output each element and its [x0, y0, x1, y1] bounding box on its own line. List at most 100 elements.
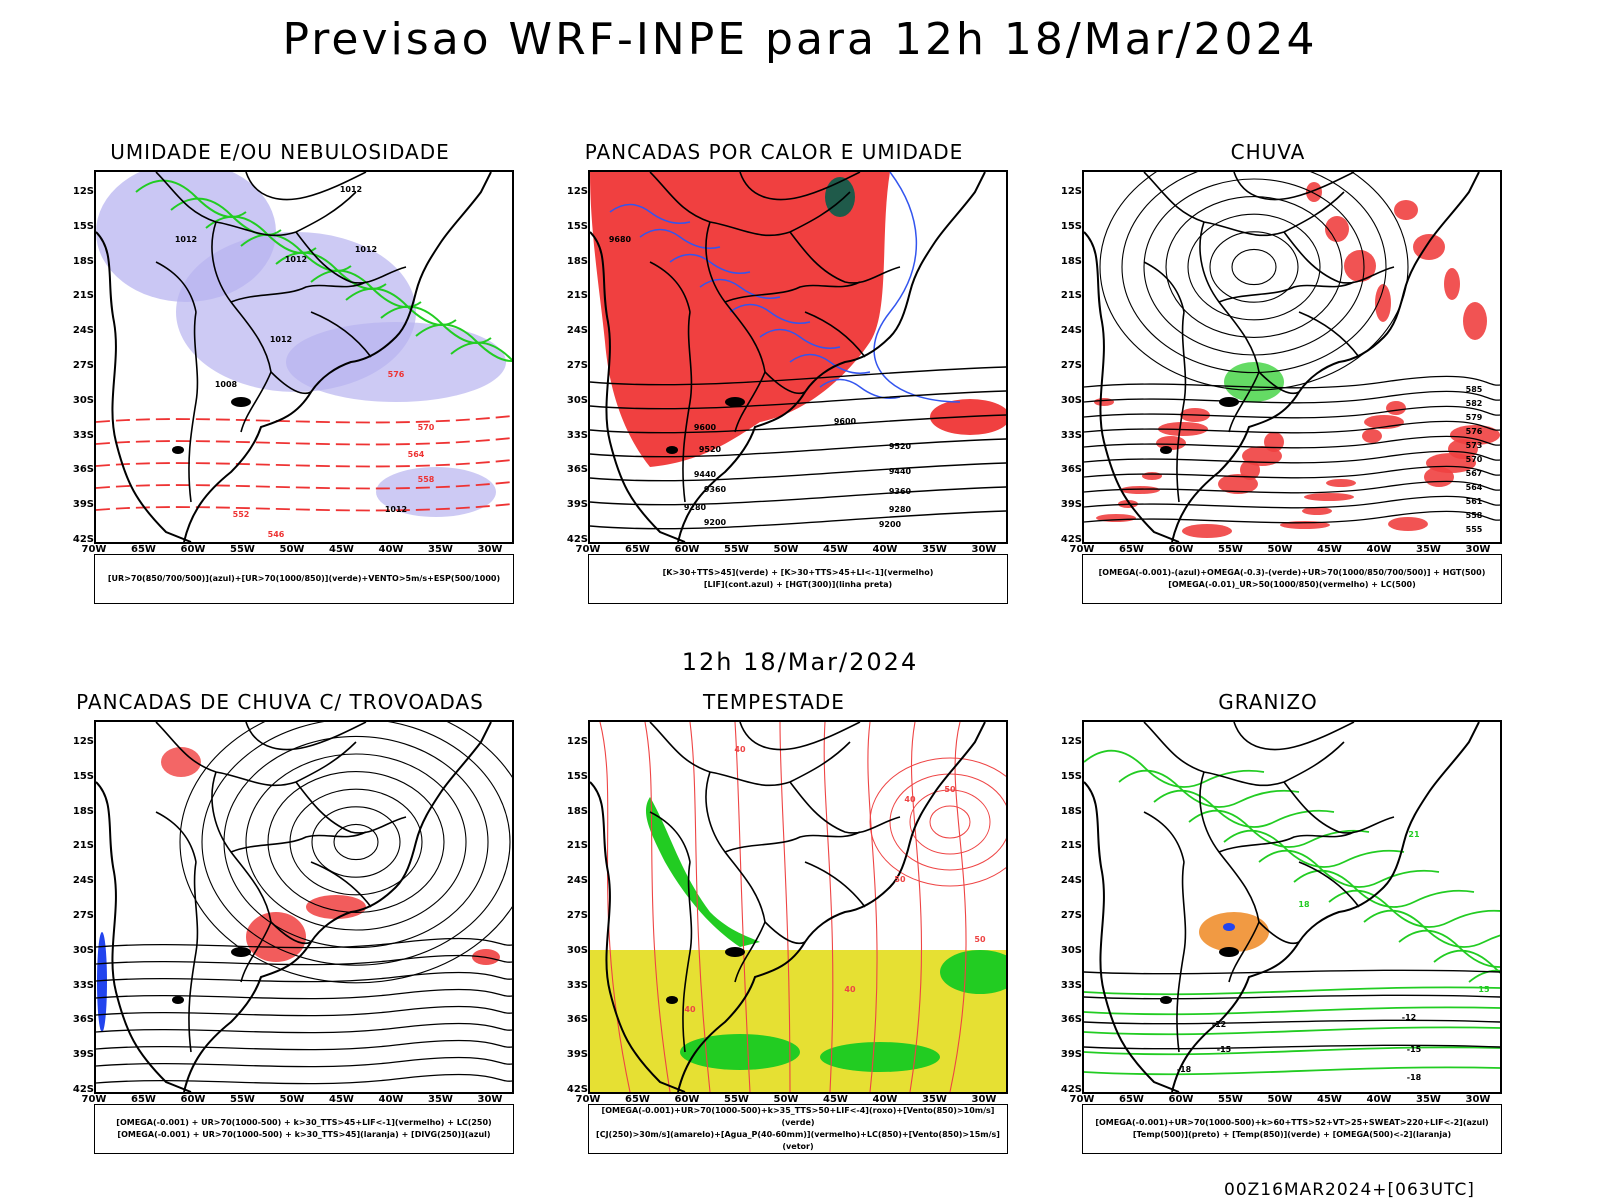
- lake-shape: [231, 947, 251, 957]
- rain-area: [1344, 250, 1376, 282]
- contour-label: 9600: [834, 417, 857, 426]
- lon-tick-label: 30W: [971, 1094, 997, 1105]
- contour-label: 555: [1466, 525, 1483, 534]
- contour-label: 567: [1466, 469, 1483, 478]
- lat-tick-label: 24S: [1060, 325, 1082, 337]
- lat-tick-label: 15S: [1060, 770, 1082, 782]
- rain-area: [1463, 302, 1487, 340]
- contour-label: 40: [904, 795, 916, 804]
- lat-tick-label: 42S: [72, 534, 94, 545]
- lon-tick-label: 65W: [1119, 1094, 1144, 1105]
- map-pancadas-calor: 9680 9600 9520 9440 9360 9280 9200 9600 9520 9440…: [588, 170, 1008, 544]
- rain-area: [1182, 524, 1232, 538]
- country-border: [682, 861, 693, 1053]
- country-border: [310, 311, 372, 358]
- lat-tick-label: 36S: [1060, 1014, 1082, 1026]
- lat-tick-label: 15S: [72, 770, 94, 782]
- legend: [OMEGA(-0.001)+UR>70(1000-500)+k>60+TTS>…: [1082, 1104, 1502, 1154]
- lon-tick-label: 40W: [872, 544, 898, 555]
- country-border: [1143, 811, 1185, 863]
- streamline: [1084, 480, 1500, 494]
- lon-tick-label: 40W: [1366, 1094, 1392, 1105]
- streamline: [1084, 510, 1500, 524]
- lat-tick-label: 15S: [566, 770, 588, 782]
- country-border: [649, 722, 851, 787]
- streamline: [1084, 495, 1500, 509]
- country-border: [310, 861, 372, 908]
- thickness-contour: [96, 459, 512, 468]
- lon-tick-label: 70W: [575, 544, 601, 555]
- country-border: [230, 281, 367, 303]
- country-border: [734, 371, 766, 433]
- lon-tick-label: 60W: [674, 1094, 700, 1105]
- lat-tick-label: 36S: [566, 464, 588, 476]
- legend-line: [CJ(250)>30m/s](amarelo)+[Agua_P(40-60mm…: [596, 1130, 1000, 1151]
- water-contour: [867, 722, 878, 1092]
- contour-label: 40: [734, 745, 746, 754]
- thickness-contour: [96, 503, 512, 512]
- lat-tick-label: 36S: [72, 464, 94, 476]
- country-border: [245, 722, 367, 751]
- humidity-contour: [450, 341, 512, 362]
- lat-tick-label: 42S: [1060, 1084, 1082, 1095]
- lat-tick-label: 21S: [1060, 290, 1082, 302]
- rain-area: [1362, 429, 1382, 443]
- legend: [K>30+TTS>45](verde) + [K>30+TTS>45+LI<-…: [588, 554, 1008, 604]
- lon-tick-label: 45W: [329, 544, 354, 555]
- contour-label: 9200: [879, 520, 902, 529]
- country-border: [155, 261, 197, 313]
- coastline: [590, 172, 986, 542]
- wind-area: [820, 1042, 940, 1072]
- country-border: [1258, 371, 1300, 394]
- contour-label: 576: [388, 370, 405, 379]
- lon-tick-label: 60W: [1168, 544, 1194, 555]
- country-border: [1199, 771, 1260, 923]
- lat-tick-label: 21S: [1060, 840, 1082, 852]
- lat-tick-label: 27S: [566, 360, 588, 371]
- lat-tick-label: 12S: [72, 186, 94, 197]
- hail-area: [1199, 912, 1269, 952]
- lat-tick-label: 33S: [1060, 429, 1082, 441]
- country-border: [1258, 921, 1300, 944]
- humidity-area: [376, 467, 496, 517]
- humidity-area: [286, 322, 506, 402]
- rain-area: [1388, 517, 1428, 531]
- country-border: [1283, 231, 1395, 284]
- country-border: [1218, 831, 1355, 853]
- lif-contour: [789, 353, 871, 374]
- lat-tick-label: 21S: [72, 840, 94, 852]
- lon-tick-label: 30W: [1465, 544, 1491, 555]
- lat-tick-label: 36S: [1060, 464, 1082, 476]
- legend: [OMEGA(-0.001)+UR>70(1000-500)+k>35_TTS>…: [588, 1104, 1008, 1154]
- legend-line: [K>30+TTS>45](verde) + [K>30+TTS>45+LI<-…: [662, 568, 934, 577]
- contour-label: 50: [974, 935, 986, 944]
- lon-tick-label: 35W: [1416, 544, 1441, 555]
- temp850-contour: [1223, 829, 1405, 868]
- country-border: [682, 311, 693, 503]
- hgt300-contour: [590, 414, 1006, 434]
- thickness-contour: [96, 481, 512, 490]
- temp850-contour: [1258, 849, 1440, 888]
- water-contour: [689, 722, 711, 1092]
- streamline: [179, 722, 512, 984]
- temp850-contour: [1468, 969, 1500, 983]
- lat-tick-label: 30S: [1060, 394, 1082, 406]
- lon-tick-label: 70W: [81, 544, 107, 555]
- lon-tick-label: 60W: [180, 544, 206, 555]
- lon-tick-label: 55W: [1218, 1094, 1243, 1105]
- lon-tick-label: 30W: [1465, 1094, 1491, 1105]
- rain-area: [1450, 425, 1500, 445]
- coastline: [96, 172, 492, 542]
- legend-line: [LIF](cont.azul) + [HGT(300)](linha pret…: [703, 580, 893, 589]
- contour-label: 9280: [889, 505, 912, 514]
- lon-tick-label: 45W: [1317, 544, 1342, 555]
- forecast-time-title: 12h 18/Mar/2024: [681, 648, 919, 676]
- contour-label: 9680: [609, 235, 632, 244]
- country-border: [649, 811, 691, 863]
- map-pancadas-trovoadas: [94, 720, 514, 1094]
- streamline: [96, 971, 512, 983]
- temp850-contour: [1293, 869, 1475, 908]
- lon-tick-label: 70W: [1069, 544, 1095, 555]
- lat-tick-label: 18S: [1060, 255, 1082, 267]
- country-border: [764, 921, 806, 944]
